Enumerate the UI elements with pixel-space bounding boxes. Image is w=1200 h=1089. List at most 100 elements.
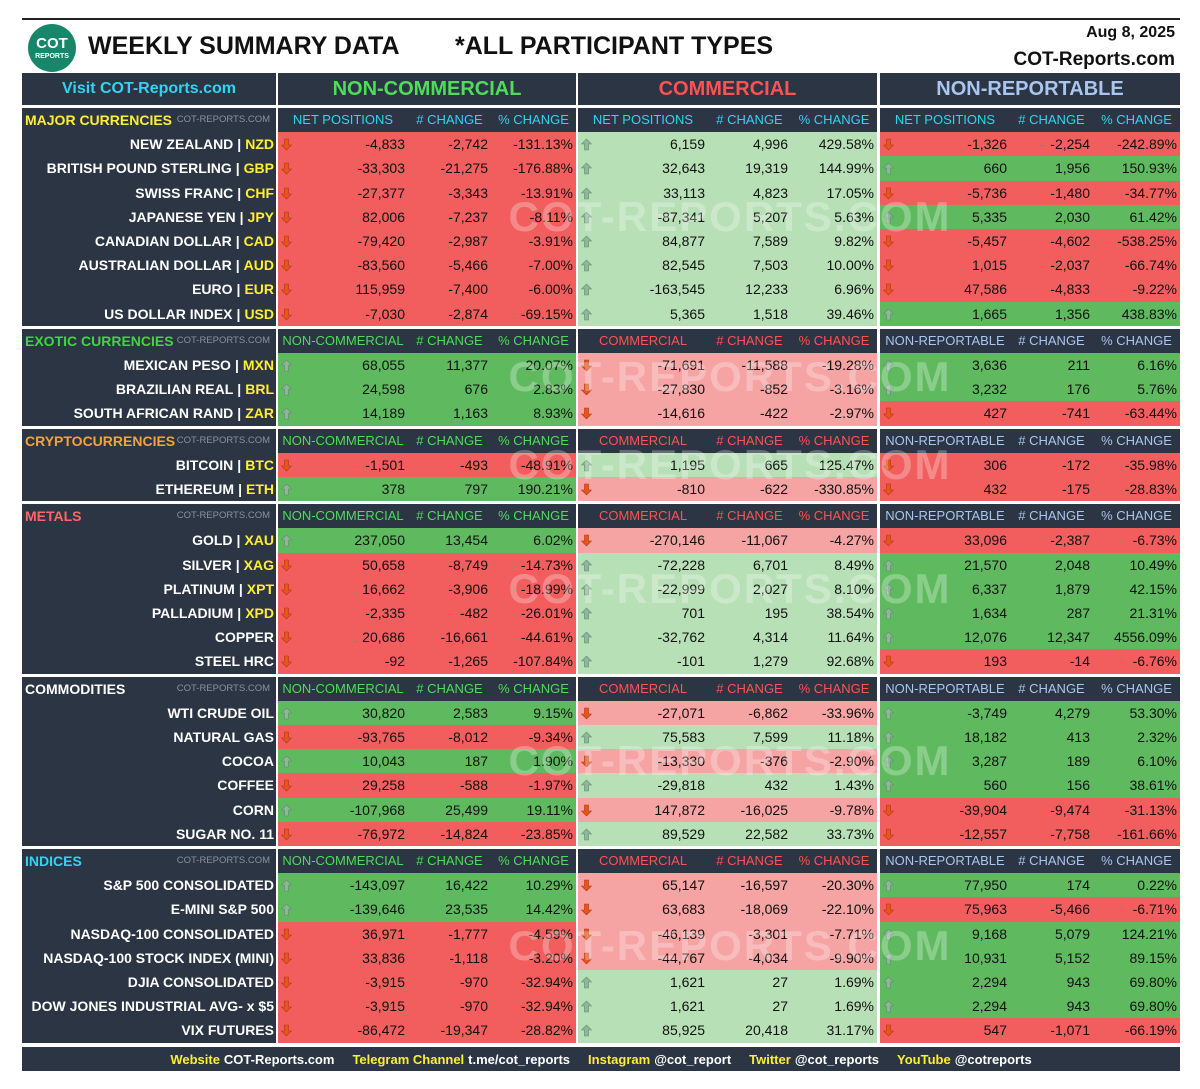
column-header: NON-COMMERCIAL — [282, 853, 404, 868]
arrow-shape — [281, 211, 292, 224]
arrow-up — [883, 383, 894, 396]
data-cell-group: 30,820 2,583 9.15% — [278, 700, 576, 725]
arrow-shape — [281, 731, 292, 744]
row-code: XAG — [243, 556, 274, 573]
row-label: NASDAQ-100 STOCK INDEX (MINI) — [43, 946, 274, 970]
arrow-down — [281, 928, 292, 941]
column-header: # CHANGE — [716, 332, 783, 348]
change: -14,824 — [440, 825, 488, 842]
data-cell-group: -1,326 -2,254 -242.89% — [880, 132, 1180, 157]
arrow-up — [883, 308, 894, 320]
column-header-row: COMMERCIAL # CHANGE % CHANGE — [578, 676, 877, 701]
net-position: -810 — [676, 481, 705, 497]
data-cell-group: -39,904 -9,474 -31.13% — [880, 797, 1180, 822]
change: -14 — [1069, 653, 1090, 670]
row-label-cell: CORN — [22, 797, 276, 822]
net-position: -27,830 — [657, 381, 705, 398]
row-name: COFFEE — [217, 777, 274, 794]
row-name: SUGAR NO. 11 — [175, 825, 274, 842]
arrow-up — [281, 804, 292, 816]
net-position: 16,662 — [362, 580, 405, 597]
pct-change: -107.84% — [513, 653, 573, 670]
code-separator: | — [236, 532, 241, 549]
row-code: NZD — [245, 136, 274, 153]
column-header: # CHANGE — [416, 680, 483, 696]
group-name: NON-COMMERCIAL — [332, 78, 522, 100]
change: -588 — [459, 777, 488, 794]
data-cell-group: -76,972 -14,824 -23.85% — [278, 821, 576, 846]
arrow-shape — [883, 607, 894, 620]
pct-change: -9.22% — [1132, 281, 1177, 298]
arrow-down — [281, 828, 292, 841]
change: 413 — [1066, 729, 1090, 745]
column-header: % CHANGE — [798, 112, 870, 127]
data-cell-group: 5,365 1,518 39.46% — [578, 301, 877, 326]
arrow-shape — [883, 928, 894, 940]
row-code: ETH — [246, 481, 274, 497]
data-cell-group: 3,636 211 6.16% — [880, 353, 1180, 378]
arrow-shape — [281, 559, 292, 572]
column-header-row: NET POSITIONS # CHANGE % CHANGE — [278, 108, 576, 133]
data-cell-group: 47,586 -4,833 -9.22% — [880, 277, 1180, 302]
data-cell-group: -87,341 5,207 5.63% — [578, 204, 877, 229]
net-position: -3,749 — [967, 704, 1007, 721]
arrow-shape — [581, 928, 592, 941]
arrow-shape — [883, 904, 894, 916]
arrow-up — [281, 879, 292, 892]
footer-value: t.me/cot_reports — [468, 1051, 571, 1067]
arrow-up — [883, 359, 894, 372]
pct-change: -7.71% — [829, 925, 874, 942]
row-label: MEXICAN PESO | MXN — [124, 353, 274, 377]
data-cell-group: 84,877 7,589 9.82% — [578, 229, 877, 254]
column-header-row: NON-REPORTABLE # CHANGE % CHANGE — [880, 676, 1180, 701]
column-header: # CHANGE — [1018, 853, 1085, 868]
code-separator: | — [239, 208, 244, 225]
arrow-up — [581, 828, 592, 841]
row-label-cell: ETHEREUM | ETH — [22, 477, 276, 502]
net-position: -143,097 — [349, 877, 405, 894]
column-header: # CHANGE — [716, 853, 783, 868]
column-header: NON-COMMERCIAL — [282, 508, 404, 524]
row-name: NASDAQ-100 CONSOLIDATED — [70, 925, 274, 942]
section-tag: COT-REPORTS.COM — [176, 682, 270, 694]
pct-change: -26.01% — [520, 605, 573, 621]
row-label: BRAZILIAN REAL | BRL — [116, 377, 274, 401]
data-cell-group: -22,999 2,027 8.10% — [578, 576, 877, 601]
arrow-shape — [883, 1025, 894, 1037]
row-name: AUSTRALIAN DOLLAR — [78, 257, 232, 274]
arrow-shape — [581, 828, 592, 841]
change: -7,400 — [448, 281, 488, 298]
data-cell-group: 89,529 22,582 33.73% — [578, 821, 877, 846]
net-position: 84,877 — [662, 233, 705, 249]
row-code: MXN — [242, 357, 274, 373]
data-cell-group: 147,872 -16,025 -9.78% — [578, 797, 877, 822]
row-label-cell: AUSTRALIAN DOLLAR | AUD — [22, 253, 276, 278]
net-position: -72,228 — [657, 556, 705, 573]
arrow-down — [281, 459, 292, 472]
arrow-up — [281, 359, 292, 372]
column-header: # CHANGE — [716, 432, 783, 448]
data-cell-group: -5,736 -1,480 -34.77% — [880, 180, 1180, 205]
arrow-down — [581, 755, 592, 768]
data-cell-group: 427 -741 -63.44% — [880, 401, 1180, 426]
column-header: # CHANGE — [416, 853, 483, 868]
change: -2,254 — [1050, 136, 1090, 153]
net-position: -107,968 — [349, 801, 405, 818]
pct-change: -23.85% — [520, 825, 573, 842]
arrow-down — [281, 631, 292, 644]
column-header: % CHANGE — [498, 332, 569, 348]
arrow-down — [281, 656, 292, 668]
row-label-cell: COCOA — [22, 749, 276, 774]
change: -7,237 — [448, 208, 488, 225]
change: 1,163 — [452, 405, 488, 422]
row-label: JAPANESE YEN | JPY — [129, 205, 274, 229]
section-tag: COT-REPORTS.COM — [176, 855, 270, 866]
row-label: CANADIAN DOLLAR | CAD — [95, 229, 274, 253]
column-header: NET POSITIONS — [292, 112, 394, 127]
data-cell-group: 6,159 4,996 429.58% — [578, 132, 877, 157]
pct-change: -69.15% — [520, 305, 573, 322]
net-position: -5,736 — [967, 184, 1007, 201]
row-name: CANADIAN DOLLAR — [94, 233, 232, 249]
arrow-shape — [581, 383, 592, 396]
data-cell-group: 2,294 943 69.80% — [880, 994, 1180, 1019]
